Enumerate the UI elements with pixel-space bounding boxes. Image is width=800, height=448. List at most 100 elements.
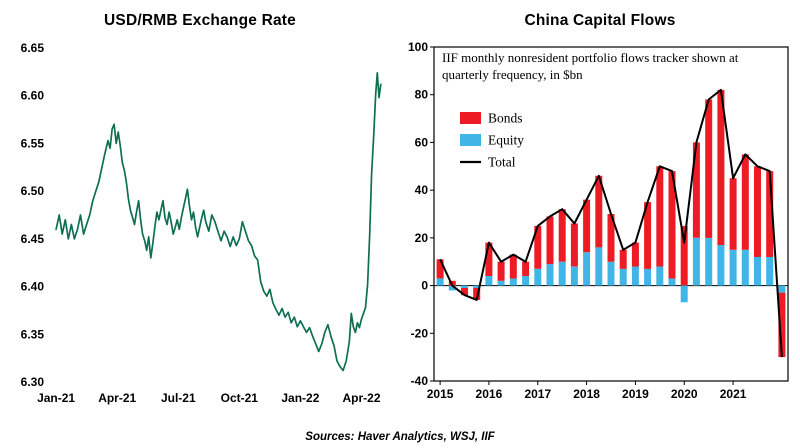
legend-label-equity: Equity	[488, 133, 524, 148]
flows-x-tick-label: 2016	[476, 387, 503, 401]
bar-bonds	[692, 142, 700, 238]
bar-equity	[570, 266, 578, 286]
bar-bonds	[509, 254, 517, 279]
bar-bonds	[656, 166, 664, 267]
legend-label-bonds: Bonds	[488, 111, 523, 126]
bar-equity	[436, 278, 444, 286]
flows-y-tick-label: 80	[415, 88, 429, 102]
flows-y-tick-label: 60	[415, 135, 429, 149]
bar-bonds	[778, 292, 786, 358]
flows-y-axis: 100 80 60 40 20 0 -20 -40	[408, 40, 434, 388]
bar-equity	[668, 278, 676, 286]
bar-bonds	[448, 280, 456, 286]
bar-equity	[619, 268, 627, 286]
legend-label-total: Total	[488, 155, 516, 170]
flows-x-tick-label: 2017	[524, 387, 551, 401]
plot-frame	[433, 46, 789, 382]
bar-bonds	[497, 261, 505, 281]
bar-equity	[741, 249, 749, 286]
flows-x-axis: 2015 2016 2017 2018 2019 2020 2021	[427, 381, 747, 401]
bar-bonds	[729, 178, 737, 250]
flows-x-tick-label: 2018	[573, 387, 600, 401]
bar-bonds	[705, 99, 713, 238]
bar-bonds	[436, 259, 444, 279]
bar-bonds	[570, 223, 578, 267]
bar-equity	[692, 237, 700, 286]
fx-chart-title: USD/RMB Exchange Rate	[104, 12, 296, 29]
bar-bonds	[522, 261, 530, 276]
bar-equity	[644, 268, 652, 286]
bar-bonds	[668, 171, 676, 279]
bar-equity	[754, 256, 761, 286]
bar-equity	[509, 278, 517, 286]
chart-annotation: IIF monthly nonresident portfolio flows …	[442, 50, 739, 82]
bar-bonds	[473, 288, 481, 300]
bar-equity	[656, 266, 664, 286]
bar-bonds	[754, 166, 761, 257]
fx-x-axis: Jan-21 Apr-21 Jul-21 Oct-21 Jan-22 Apr-22	[37, 391, 381, 405]
bar-equity	[558, 261, 566, 286]
legend-swatch-equity	[460, 134, 481, 146]
bar-bonds	[534, 225, 542, 269]
bar-equity	[607, 261, 615, 286]
legend-swatch-bonds	[460, 112, 481, 124]
bar-equity	[485, 276, 493, 286]
fx-chart-panel: USD/RMB Exchange Rate 6.65 6.60 6.55 6.50 6.…	[21, 12, 382, 405]
fx-y-tick-label: 6.65	[21, 41, 45, 55]
flows-y-tick-label: -40	[411, 374, 429, 388]
sources-note: Sources: Haver Analytics, WSJ, IIF	[305, 431, 495, 443]
bar-equity	[546, 264, 554, 286]
bar-bonds	[607, 214, 615, 262]
flows-y-tick-label: 0	[421, 279, 428, 293]
bar-bonds	[583, 199, 591, 253]
fx-y-tick-label: 6.35	[21, 327, 45, 341]
bar-equity	[522, 276, 530, 286]
bar-equity	[766, 256, 774, 286]
bar-equity	[461, 285, 468, 288]
fx-y-tick-label: 6.60	[21, 89, 45, 103]
bar-bonds	[631, 242, 639, 267]
fx-x-tick-label: Jan-21	[37, 391, 75, 405]
fx-x-tick-label: Apr-21	[98, 391, 136, 405]
fx-y-tick-label: 6.55	[21, 136, 45, 150]
bar-equity	[717, 245, 725, 286]
bar-bonds	[546, 216, 554, 265]
flows-y-tick-label: 20	[415, 231, 429, 245]
bar-equity	[705, 237, 713, 286]
bar-equity	[497, 280, 505, 286]
fx-x-tick-label: Apr-22	[342, 391, 380, 405]
bar-bonds	[644, 202, 652, 269]
bar-equity	[448, 285, 456, 291]
fx-x-tick-label: Jul-21	[161, 391, 196, 405]
bar-equity	[534, 268, 542, 286]
bar-bonds	[680, 225, 688, 286]
fx-y-tick-label: 6.45	[21, 232, 45, 246]
bar-equity	[595, 247, 603, 286]
fx-x-tick-label: Oct-21	[221, 391, 259, 405]
fx-y-tick-label: 6.50	[21, 184, 45, 198]
bar-bonds	[766, 171, 774, 257]
flows-y-tick-label: -20	[411, 326, 429, 340]
bar-bonds	[461, 288, 468, 296]
flows-y-tick-label: 100	[408, 40, 428, 54]
legend: Bonds Equity Total	[460, 111, 524, 170]
fx-y-axis: 6.65 6.60 6.55 6.50 6.45 6.40 6.35 6.30	[21, 41, 45, 389]
bar-bonds	[741, 154, 749, 250]
bar-bonds	[595, 175, 603, 248]
bar-equity	[680, 285, 688, 303]
fx-rate-chart: 6.65 6.60 6.55 6.50 6.45 6.40 6.35 6.30 Jan-21 Ap…	[21, 41, 382, 405]
bar-equity	[583, 252, 591, 286]
flows-x-tick-label: 2019	[622, 387, 649, 401]
capital-flows-panel: China Capital Flows 100 80 60 40 20 0 -20 -40 20…	[400, 0, 800, 448]
bar-equity	[473, 285, 481, 288]
fx-y-tick-label: 6.40	[21, 280, 45, 294]
fx-x-tick-label: Jan-22	[281, 391, 319, 405]
flows-x-tick-label: 2021	[720, 387, 747, 401]
bar-bonds	[485, 242, 493, 276]
stacked-bars	[436, 89, 786, 358]
flows-y-tick-label: 40	[415, 183, 429, 197]
capital-flows-title: China Capital Flows	[524, 12, 676, 29]
bar-equity	[631, 266, 639, 286]
bar-bonds	[558, 209, 566, 262]
